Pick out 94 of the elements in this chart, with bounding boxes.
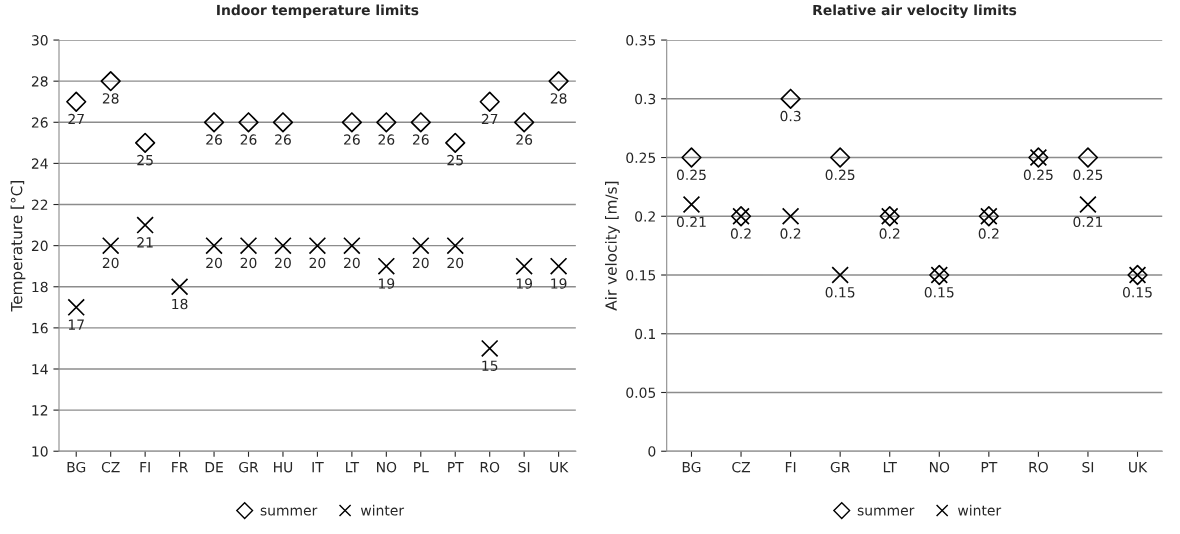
x-tick-label: CZ — [101, 461, 120, 473]
data-label: 0.2 — [780, 228, 801, 239]
data-label: 26 — [240, 134, 257, 145]
y-tick-label: 28 — [31, 76, 48, 87]
y-tick-label: 30 — [31, 35, 48, 46]
x-tick-label: GR — [239, 461, 259, 473]
y-tick-label: 0.3 — [635, 93, 656, 105]
data-label: 0.21 — [1073, 216, 1103, 228]
x-tick-label: LT — [883, 462, 897, 473]
chart-title: Relative air velocity limits — [813, 4, 1017, 19]
x-tick-label: CZ — [732, 461, 751, 473]
data-label: 28 — [550, 93, 567, 104]
x-tick-label: FI — [140, 462, 150, 473]
data-label: 26 — [206, 134, 223, 145]
x-tick-label: IT — [312, 462, 324, 473]
data-label: 0.25 — [825, 169, 855, 181]
data-label: 26 — [378, 134, 395, 145]
x-tick-label: FR — [172, 462, 189, 473]
x-tick-label: NO — [929, 461, 950, 473]
x-tick-label: SI — [1082, 461, 1094, 473]
legend-label: summer — [857, 507, 915, 516]
y-tick-label: 26 — [31, 117, 48, 128]
data-label: 0.2 — [879, 228, 900, 239]
y-tick-label: 0.15 — [626, 269, 656, 281]
y-tick-label: 18 — [32, 281, 48, 293]
data-label: 25 — [137, 154, 153, 166]
legend-label: summer — [260, 507, 318, 516]
x-tick-label: UK — [550, 462, 569, 473]
x-tick-label: NO — [377, 461, 397, 473]
x-tick-label: BG — [682, 461, 701, 473]
y-axis-title: Temperature [°C] — [10, 181, 26, 312]
data-label: 0.15 — [924, 287, 954, 298]
data-label: 26 — [275, 134, 291, 145]
legend-label: winter — [360, 504, 405, 516]
y-tick-label: 0.2 — [635, 211, 655, 222]
x-tick-label: PL — [414, 462, 429, 473]
data-label: 20 — [240, 257, 257, 269]
data-label: 20 — [206, 257, 222, 269]
data-label: 0.21 — [676, 216, 706, 228]
data-label: 20 — [102, 257, 119, 269]
x-tick-label: PT — [981, 462, 998, 473]
data-label: 26 — [412, 134, 429, 145]
x-tick-label: RO — [480, 461, 500, 473]
data-label: 19 — [551, 278, 567, 289]
data-label: 0.3 — [780, 110, 801, 122]
y-tick-label: 14 — [32, 364, 48, 375]
x-tick-label: SI — [518, 461, 530, 473]
data-label: 27 — [68, 113, 84, 125]
data-label: 19 — [516, 278, 533, 289]
data-label: 26 — [344, 134, 360, 145]
data-label: 18 — [172, 298, 188, 310]
y-axis-title: Air velocity [m/s] — [605, 181, 620, 311]
data-label: 0.25 — [1073, 169, 1103, 181]
chart-title: Indoor temperature limits — [217, 4, 419, 18]
data-label: 28 — [102, 93, 119, 104]
data-label: 21 — [137, 237, 153, 248]
data-label: 17 — [68, 319, 84, 330]
y-tick-label: 0.25 — [626, 152, 656, 163]
y-tick-label: 20 — [31, 240, 48, 252]
y-tick-label: 0 — [648, 446, 656, 457]
x-tick-label: DE — [205, 462, 223, 473]
x-tick-label: GR — [830, 461, 850, 473]
x-tick-label: PT — [448, 462, 464, 473]
y-tick-label: 22 — [31, 199, 48, 210]
data-label: 26 — [516, 134, 533, 145]
legend-label: winter — [958, 504, 1002, 516]
x-tick-label: UK — [1129, 462, 1148, 473]
y-tick-label: 24 — [31, 158, 48, 169]
data-label: 0.25 — [1023, 169, 1053, 181]
x-tick-label: BG — [67, 461, 86, 473]
y-tick-label: 10 — [32, 446, 48, 457]
data-label: 0.2 — [730, 228, 751, 239]
data-label: 20 — [275, 257, 291, 269]
x-tick-label: RO — [1029, 461, 1048, 473]
data-label: 20 — [344, 257, 360, 269]
data-label: 0.15 — [825, 287, 855, 298]
x-tick-label: FI — [785, 462, 796, 473]
y-tick-label: 0.1 — [635, 328, 655, 340]
data-label: 0.15 — [1122, 287, 1152, 298]
data-label: 27 — [481, 113, 498, 125]
x-tick-label: HU — [274, 462, 293, 473]
x-tick-label: LT — [346, 462, 360, 473]
data-label: 20 — [412, 257, 429, 269]
y-tick-label: 16 — [32, 322, 48, 334]
y-tick-label: 0.35 — [626, 35, 656, 46]
data-label: 0.25 — [676, 169, 706, 181]
data-label: 19 — [379, 278, 395, 289]
data-label: 25 — [447, 154, 463, 166]
data-label: 15 — [482, 360, 498, 371]
data-label: 20 — [309, 257, 326, 269]
y-tick-label: 0.05 — [626, 387, 656, 398]
y-tick-label: 12 — [32, 405, 48, 416]
data-label: 0.2 — [978, 228, 999, 239]
data-label: 20 — [447, 257, 464, 269]
